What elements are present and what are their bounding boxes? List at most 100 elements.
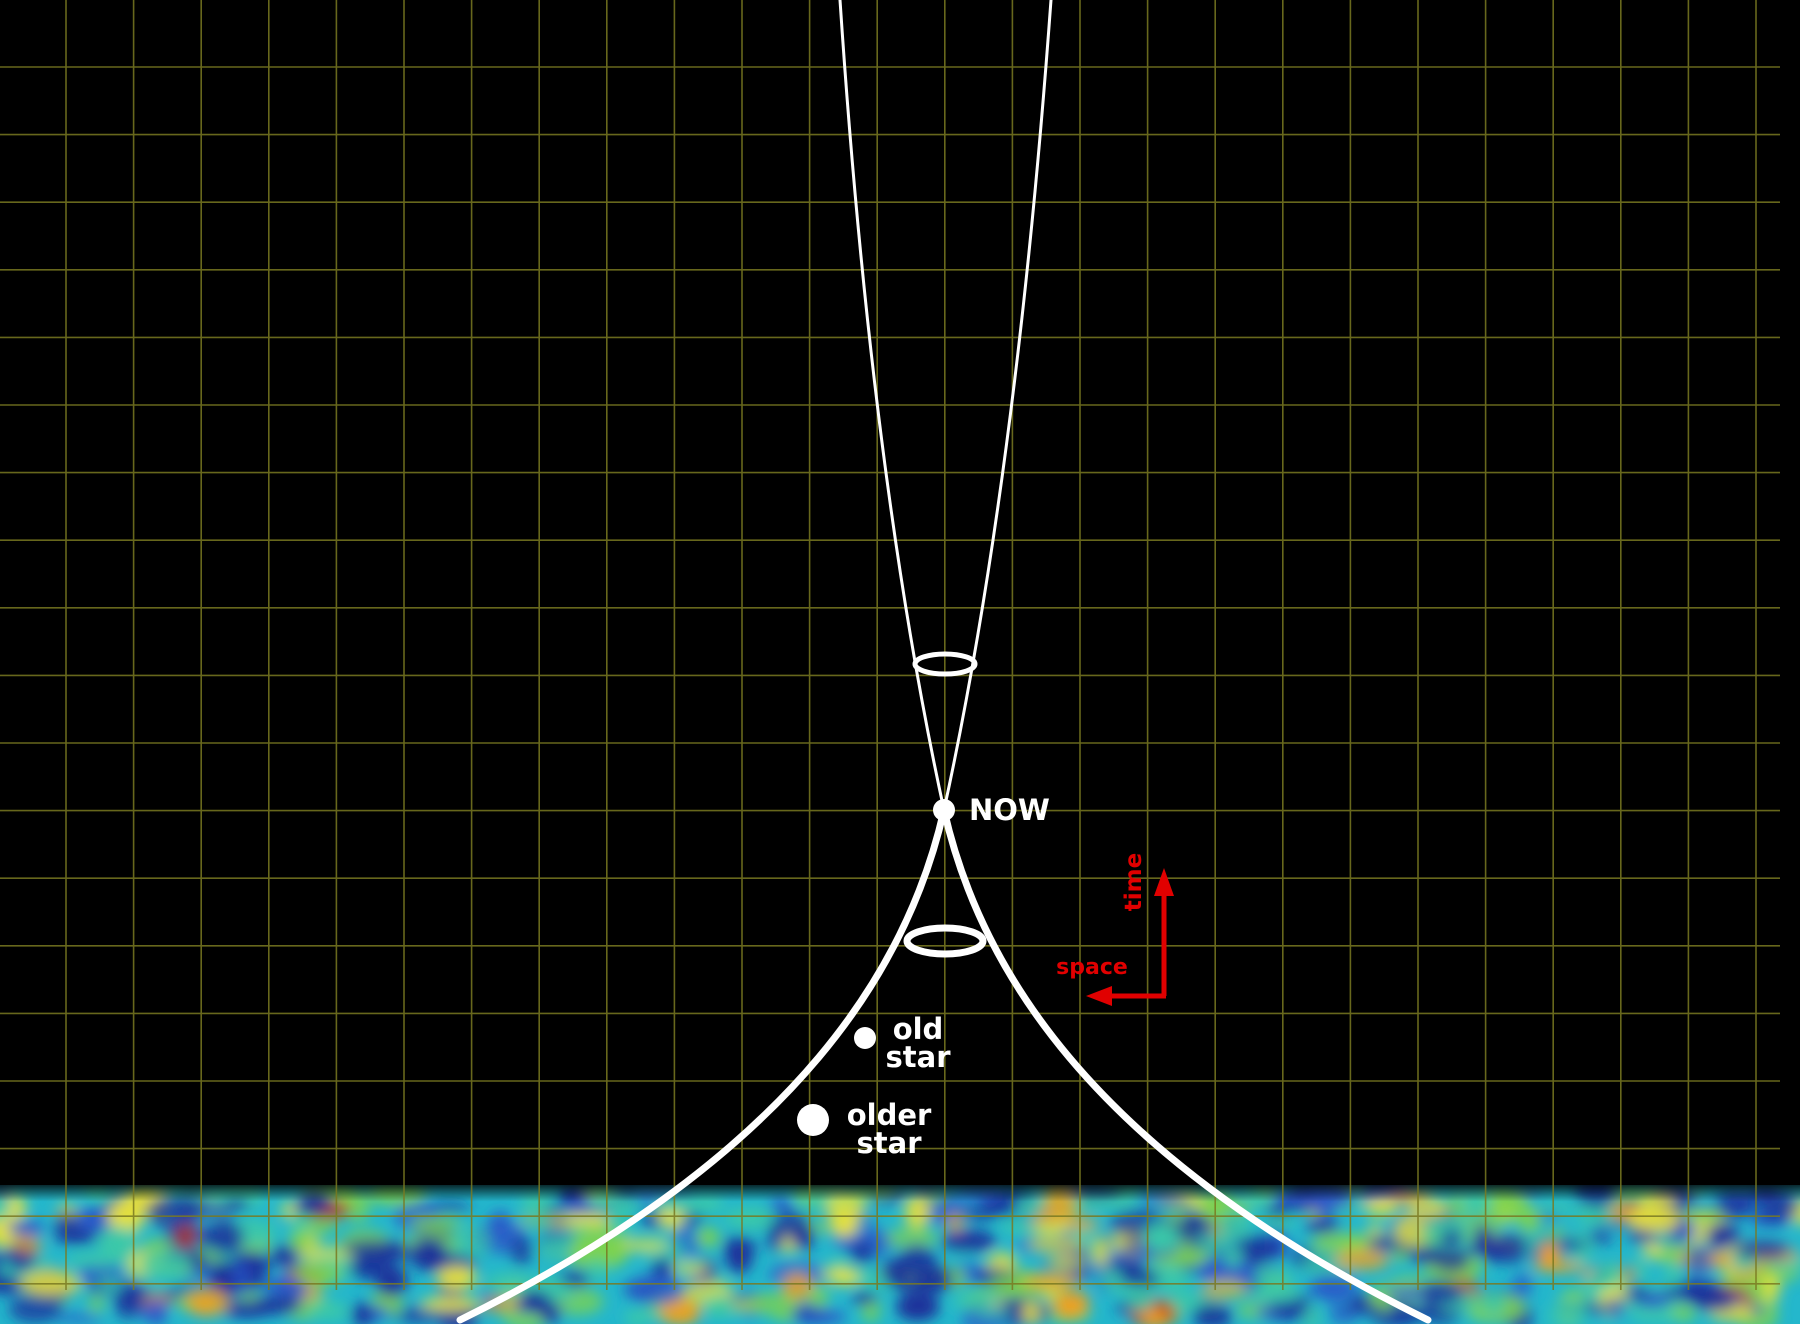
cmb-blob [1546, 1227, 1566, 1238]
cmb-blob [1027, 1236, 1085, 1253]
cmb-blob [0, 1249, 5, 1266]
cmb-blob [222, 1197, 250, 1210]
old-star-marker [854, 1027, 876, 1049]
cmb-blob [290, 1211, 308, 1238]
cmb-blob [743, 1292, 801, 1315]
cmb-blob [436, 1266, 477, 1290]
cmb-blob [1590, 1262, 1626, 1290]
cmb-blob [885, 1227, 939, 1249]
cmb-blob [1334, 1249, 1390, 1271]
cmb-blob [895, 1292, 940, 1322]
cmb-blob [1517, 1207, 1542, 1232]
cmb-blob [54, 1210, 80, 1242]
cmb-blob [295, 1263, 342, 1286]
cmb-blob [299, 1187, 332, 1216]
cmb-blob [1265, 1204, 1292, 1217]
future-cone-left-edge [838, 0, 946, 812]
cmb-blob [914, 1265, 954, 1294]
cmb-blob [138, 1249, 191, 1281]
past-cone-ring [903, 924, 987, 958]
older-star-label-line1: older [847, 1098, 932, 1132]
cmb-blob [309, 1300, 350, 1322]
now-marker [933, 799, 955, 821]
cmb-blob [696, 1227, 720, 1248]
cmb-blob [1309, 1274, 1358, 1302]
cmb-blob [489, 1210, 511, 1237]
axis-arrows [1086, 868, 1174, 1006]
cmb-blob [1342, 1303, 1384, 1314]
cmb-blob [1414, 1247, 1434, 1266]
future-cone-ring [912, 651, 978, 677]
cmb-blob [1023, 1272, 1081, 1290]
cmb-blob [624, 1309, 651, 1324]
cmb-blob [368, 1185, 427, 1207]
cmb-blob [1631, 1256, 1648, 1282]
cmb-blob [971, 1307, 1012, 1319]
old-star-label-line1: old [893, 1012, 944, 1046]
cmb-blob [820, 1267, 844, 1279]
cmb-blob [1420, 1279, 1463, 1305]
cmb-blob [1671, 1304, 1697, 1322]
cmb-blob [1048, 1256, 1085, 1268]
cmb-blob [1468, 1240, 1507, 1257]
cmb-blob [1304, 1185, 1348, 1204]
cmb-blob [941, 1230, 997, 1252]
cmb-blob [1692, 1289, 1737, 1312]
cmb-blob [1439, 1231, 1463, 1245]
cmb-blob [961, 1205, 1001, 1222]
cmb-blob [1748, 1185, 1783, 1204]
cmb-blob [1533, 1202, 1576, 1215]
cmb-blob [1063, 1218, 1100, 1230]
cmb-blob [1218, 1210, 1252, 1240]
light-cone [456, 0, 1432, 1324]
cmb-blob [0, 1265, 3, 1286]
past-cone-left-edge [456, 806, 948, 1324]
cmb-blob [249, 1296, 303, 1315]
cmb-blob [409, 1237, 448, 1271]
cmb-blob [1431, 1248, 1471, 1272]
cmb-blob [1071, 1291, 1089, 1317]
cmb-blob [1192, 1303, 1233, 1324]
cmb-blob [349, 1253, 382, 1280]
cmb-blob [724, 1207, 777, 1230]
cmb-blob [1170, 1290, 1199, 1312]
cmb-blob [829, 1210, 859, 1238]
cmb-blob [615, 1238, 669, 1252]
grid [0, 0, 1780, 1290]
cmb-blob [946, 1212, 964, 1234]
cmb-blob [1364, 1197, 1399, 1216]
cmb-blob [66, 1252, 124, 1268]
cmb-blob [1119, 1270, 1161, 1287]
cmb-blob [208, 1260, 236, 1284]
cmb-blob [270, 1245, 301, 1267]
cmb-blob [904, 1195, 930, 1229]
old-star-label-line2: star [886, 1040, 952, 1074]
cmb-blob [517, 1290, 551, 1313]
cmb-blob [920, 1189, 946, 1204]
cmb-blob [792, 1308, 847, 1324]
cmb-blob [7, 1219, 44, 1237]
cmb-blob [374, 1264, 408, 1298]
cmb-blob [420, 1297, 481, 1311]
cmb-blob [1481, 1291, 1506, 1315]
space-axis-label: space [1056, 955, 1128, 980]
cmb-blob [1606, 1297, 1625, 1317]
cmb-blob [1245, 1185, 1270, 1209]
cmb-blob [1270, 1189, 1317, 1204]
older-star-label-line2: star [857, 1126, 923, 1160]
cmb-blob [1448, 1192, 1469, 1220]
older-star-marker [797, 1104, 829, 1136]
cmb-blob [1393, 1215, 1432, 1247]
cmb-blob [279, 1280, 310, 1299]
cmb-blob [1302, 1304, 1322, 1324]
cmb-blob [726, 1243, 751, 1264]
cmb-blob [850, 1185, 899, 1199]
cmb-blob [1664, 1259, 1683, 1289]
cmb-blob [786, 1224, 816, 1240]
cmb-blob [1684, 1243, 1714, 1277]
cmb-blob [8, 1294, 63, 1324]
cmb-blob [1194, 1231, 1229, 1251]
cmb-blob [658, 1298, 701, 1324]
